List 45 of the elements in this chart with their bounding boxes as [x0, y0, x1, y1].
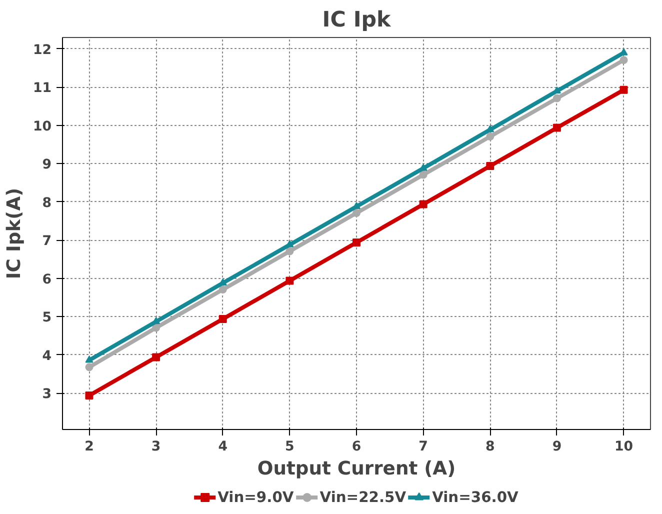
x-tick-label: 7	[418, 440, 428, 454]
y-tick-label: 4	[42, 348, 52, 364]
y-tick-label: 11	[32, 81, 52, 96]
y-tick-label: 5	[42, 310, 52, 326]
point	[152, 353, 160, 362]
x-axis-title: Output Current (A)	[257, 458, 456, 480]
y-tick-label: 8	[42, 196, 52, 211]
point	[218, 314, 227, 323]
y-tick-label: 7	[42, 234, 52, 250]
point	[419, 170, 428, 179]
point	[352, 209, 360, 218]
point	[352, 202, 360, 210]
point	[152, 324, 160, 332]
point	[85, 356, 94, 363]
point	[552, 94, 561, 102]
x-tick-label: 9	[552, 440, 562, 454]
point	[286, 276, 294, 285]
point	[552, 124, 561, 132]
point	[486, 132, 494, 141]
x-tick-label: 5	[285, 440, 294, 454]
y-axis-title: IC Ipk(A)	[4, 188, 25, 280]
y-tick-label: 9	[42, 158, 52, 173]
x-tick-label: 6	[352, 440, 362, 454]
y-tick-label: 3	[42, 387, 52, 402]
point	[620, 86, 628, 94]
legend-label: Vin=9.0V	[218, 488, 294, 506]
point	[486, 162, 494, 170]
y-tick-label: 10	[32, 119, 52, 134]
legend-label: Vin=22.5V	[320, 488, 406, 506]
point	[620, 56, 628, 64]
x-tick-label: 8	[486, 440, 495, 454]
y-tick-label: 12	[32, 42, 52, 58]
y-tick-label: 6	[42, 272, 52, 288]
point	[419, 200, 428, 208]
x-tick-label: 4	[218, 440, 228, 454]
point	[85, 391, 94, 400]
x-tick-label: 3	[151, 440, 161, 454]
x-tick-label: 2	[84, 440, 94, 454]
point	[286, 247, 294, 256]
x-tick-label: 10	[614, 440, 634, 454]
legend-label: Vin=36.0V	[432, 488, 518, 506]
chart-title: IC Ipk	[322, 8, 392, 32]
point	[218, 286, 227, 294]
point	[352, 238, 360, 246]
point	[85, 363, 94, 372]
